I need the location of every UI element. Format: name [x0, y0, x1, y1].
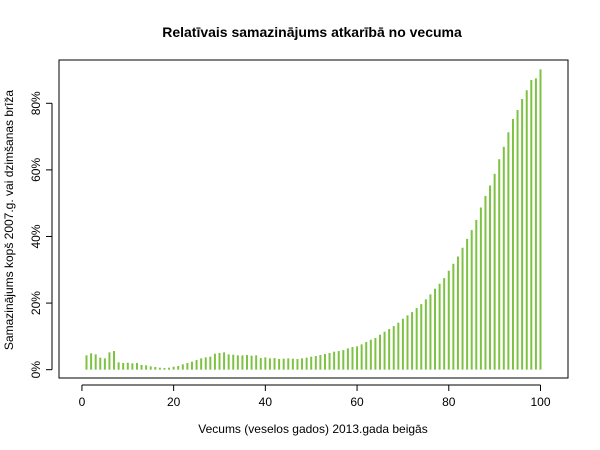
chart-title: Relatīvais samazinājums atkarībā no vecu… — [162, 24, 462, 40]
bars — [85, 69, 542, 370]
x-tick-label: 0 — [79, 395, 86, 409]
y-axis-label: Samazinājums kopš 2007.g. vai dzimšanas … — [2, 90, 16, 350]
x-tick-label: 100 — [530, 395, 550, 409]
x-tick-label: 20 — [167, 395, 181, 409]
x-tick-label: 40 — [259, 395, 273, 409]
y-tick-label: 0% — [29, 361, 43, 379]
y-tick-label: 60% — [29, 158, 43, 182]
x-axis: 0 20 40 60 80 100 — [79, 384, 551, 409]
y-axis: 0% 20% 40% 60% 80% — [29, 91, 53, 379]
x-axis-label: Vecums (veselos gados) 2013.gada beigās — [198, 422, 427, 436]
y-tick-label: 80% — [29, 91, 43, 115]
plot-area — [58, 59, 569, 379]
y-tick-label: 20% — [29, 291, 43, 315]
y-tick-label: 40% — [29, 224, 43, 248]
x-tick-label: 80 — [442, 395, 456, 409]
x-tick-label: 60 — [350, 395, 364, 409]
